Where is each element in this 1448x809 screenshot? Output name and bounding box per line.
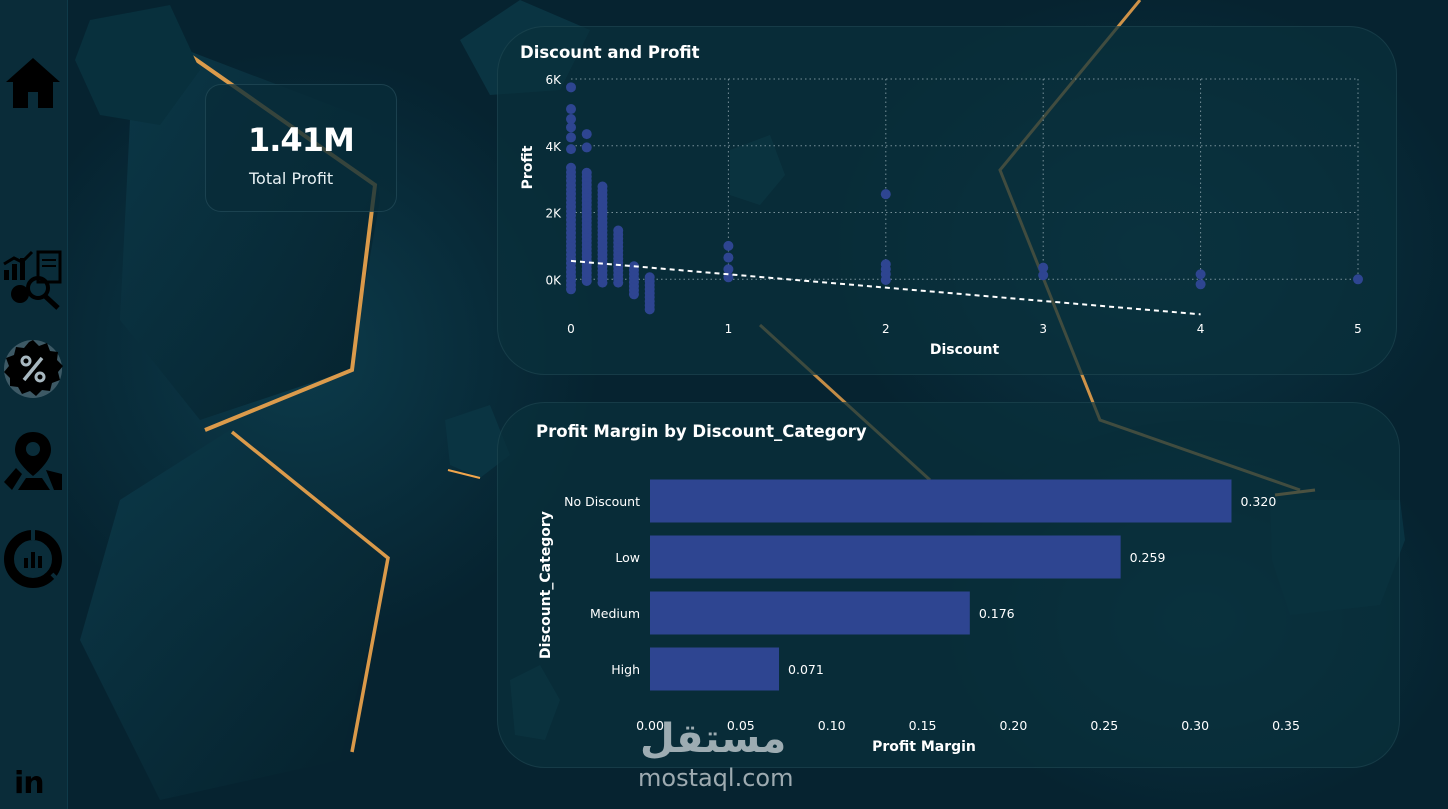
bar-chart: No Discount 0.320 Low 0.259 Medium 0.176 High 0… (538, 479, 1300, 755)
data-point (566, 132, 576, 143)
nav-donut-button[interactable] (2, 528, 64, 590)
data-label: 0.259 (1130, 550, 1166, 565)
x-tick-label: 0.35 (1272, 718, 1300, 733)
y-axis-title: Discount_Category (538, 511, 554, 659)
bar (650, 647, 780, 691)
data-point (723, 252, 734, 263)
data-point (581, 129, 592, 140)
x-tick-label: 1 (725, 322, 733, 336)
data-point (581, 142, 592, 153)
mostaql-watermark: مستقل mostaql.com (636, 716, 816, 800)
data-point (597, 181, 608, 192)
category-label: Medium (590, 606, 640, 621)
y-tick-label: 2K (545, 207, 562, 221)
data-point (566, 104, 576, 115)
category-label: No Discount (564, 494, 640, 509)
y-tick-label: 4K (545, 140, 562, 154)
x-tick-label: 0 (567, 322, 575, 336)
data-point (566, 144, 576, 155)
data-point (880, 259, 891, 270)
data-point (1195, 279, 1206, 290)
x-tick-label: 3 (1039, 322, 1047, 336)
x-tick-label: 0.25 (1090, 718, 1118, 733)
linkedin-icon[interactable]: in (14, 766, 45, 801)
data-point (566, 162, 576, 173)
bar-chart-card: Profit Margin by Discount_Category No Di… (497, 402, 1400, 768)
bar (650, 479, 1232, 523)
x-axis-title: Profit Margin (872, 739, 976, 755)
sidebar-nav (0, 0, 68, 809)
data-point (1195, 269, 1206, 280)
x-axis-title: Discount (930, 342, 1000, 358)
x-tick-label: 0.20 (1000, 718, 1028, 733)
x-tick-label: 0.15 (909, 718, 937, 733)
bar (650, 591, 970, 635)
x-tick-label: 2 (882, 322, 890, 336)
bar-chart-title: Profit Margin by Discount_Category (536, 422, 867, 441)
x-tick-label: 0.10 (818, 718, 846, 733)
bar (650, 535, 1121, 579)
data-point (613, 225, 624, 236)
data-point (566, 114, 576, 125)
category-label: Low (615, 550, 640, 565)
data-point (1038, 262, 1049, 273)
x-tick-label: 0.00 (636, 718, 664, 733)
nav-map-button[interactable] (2, 430, 64, 492)
donut-chart-icon (4, 528, 62, 588)
data-point (581, 167, 592, 178)
data-point (1353, 274, 1363, 285)
scatter-chart-card: Discount and Profit 0K 2K 4K 6K 0 1 2 3 4 5 Discou… (497, 26, 1397, 375)
data-point (880, 189, 891, 200)
data-label: 0.071 (788, 662, 824, 677)
category-label: High (611, 662, 640, 677)
nav-home-button[interactable] (2, 52, 64, 114)
data-point (723, 264, 734, 275)
watermark-latin: mostaql.com (638, 764, 794, 792)
data-point (723, 240, 734, 251)
watermark-arabic: مستقل (640, 716, 787, 762)
y-tick-label: 6K (545, 73, 562, 87)
y-axis-title: Profit (520, 145, 536, 189)
total-profit-card: 1.41M Total Profit (205, 84, 397, 212)
x-tick-label: 0.05 (727, 718, 755, 733)
total-profit-label: Total Profit (249, 169, 334, 188)
analytics-icon (3, 250, 62, 310)
location-map-icon (4, 432, 62, 490)
x-tick-label: 4 (1197, 322, 1205, 336)
x-tick-label: 5 (1354, 322, 1362, 336)
home-icon (6, 58, 60, 108)
scatter-chart: 0K 2K 4K 6K 0 1 2 3 4 5 Discount Profit (520, 73, 1363, 358)
scatter-chart-title: Discount and Profit (520, 43, 700, 62)
trend-line (570, 259, 1201, 316)
nav-discount-button[interactable] (2, 338, 64, 400)
discount-badge-icon (4, 340, 63, 398)
data-label: 0.320 (1240, 494, 1276, 509)
data-label: 0.176 (979, 606, 1015, 621)
nav-analysis-button[interactable] (2, 250, 64, 312)
total-profit-value: 1.41M (248, 121, 355, 159)
x-tick-label: 0.30 (1181, 718, 1209, 733)
data-point (644, 272, 655, 283)
scatter-points (566, 82, 1363, 315)
y-tick-label: 0K (545, 273, 562, 287)
data-point (566, 122, 576, 133)
data-point (566, 82, 576, 93)
data-point (1038, 270, 1049, 281)
